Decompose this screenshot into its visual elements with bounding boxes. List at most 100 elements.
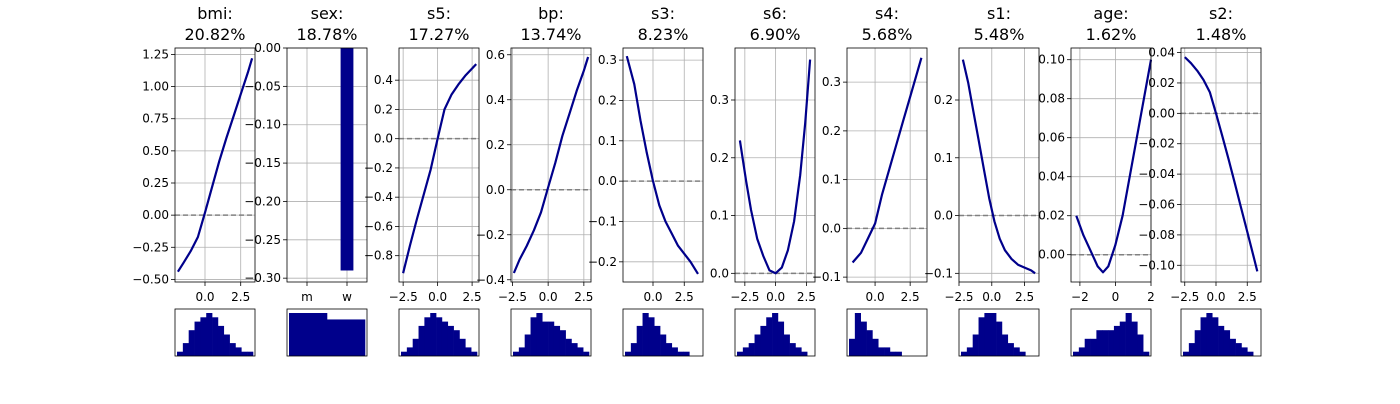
panel-title-importance: 13.74% <box>520 25 581 44</box>
histogram-frame <box>1180 308 1262 357</box>
histogram-bar <box>518 347 525 356</box>
histogram-bar <box>327 319 366 356</box>
plot-frame <box>174 47 256 283</box>
x-tick-label: −2.5 <box>730 290 759 304</box>
y-tick-label: 0.4 <box>374 73 393 87</box>
histogram-bar <box>559 330 566 356</box>
histogram-bar <box>754 334 761 356</box>
y-tick-label: 0.1 <box>934 151 953 165</box>
y-tick-label: 0.75 <box>142 112 169 126</box>
dependence-curve-bp <box>512 56 590 274</box>
y-tick-label: −0.05 <box>244 79 281 93</box>
y-tick-label: 0.00 <box>142 208 169 222</box>
histogram-bar <box>1078 347 1085 356</box>
histogram-bar <box>789 343 796 356</box>
histogram-bar <box>895 351 902 356</box>
histogram-bar <box>412 338 419 356</box>
histogram-bar <box>212 317 219 356</box>
histogram-bar <box>542 321 549 356</box>
histogram-bar <box>1194 330 1201 356</box>
y-tick-label: −0.2 <box>364 161 393 175</box>
histogram-bar <box>1206 313 1213 356</box>
histogram-bar <box>1013 347 1020 356</box>
y-tick-label: 0.3 <box>598 53 617 67</box>
x-tick-label: 2.5 <box>1238 290 1257 304</box>
histogram-bar <box>1200 317 1207 356</box>
histogram-bar <box>665 343 673 356</box>
histogram-bar <box>1096 330 1103 356</box>
y-tick-label: −0.10 <box>1138 258 1175 272</box>
y-tick-label: −0.04 <box>1138 167 1175 181</box>
histogram-frame <box>174 308 256 357</box>
panel-title-feature: age: <box>1093 4 1128 23</box>
histogram-bar <box>459 338 466 356</box>
x-tick-label: 2.5 <box>574 290 593 304</box>
plot-frame <box>1180 47 1262 283</box>
histogram-frame <box>510 308 592 357</box>
histogram-bar <box>996 321 1003 356</box>
panel-title-feature: s6: <box>763 4 787 23</box>
y-tick-label: 0.10 <box>1038 53 1065 67</box>
histogram-bar <box>289 313 328 356</box>
y-tick-label: 0.04 <box>1148 46 1175 60</box>
x-tick-label: 2.5 <box>231 290 250 304</box>
histogram-bar <box>783 334 790 356</box>
panel-title-feature: bmi: <box>197 4 233 23</box>
x-tick-label: −2.5 <box>498 290 527 304</box>
x-tick-label: 2.5 <box>1015 290 1034 304</box>
histogram-bar <box>860 321 867 356</box>
panel-title-importance: 20.82% <box>184 25 245 44</box>
histogram-bar <box>683 351 690 356</box>
panel-title-feature: s2: <box>1209 4 1233 23</box>
histogram-bar <box>247 351 254 356</box>
histogram-bar <box>206 313 213 356</box>
histogram-bar <box>1084 338 1091 356</box>
histogram-bar <box>536 313 543 356</box>
y-tick-label: 0.2 <box>486 138 505 152</box>
y-tick-label: 0.0 <box>374 132 393 146</box>
y-tick-label: 0.06 <box>1038 131 1065 145</box>
histogram-bar <box>961 351 968 356</box>
y-tick-label: 0.3 <box>822 75 841 89</box>
y-tick-label: −0.1 <box>812 270 841 284</box>
histogram-bar <box>1001 334 1009 356</box>
histogram-bar <box>990 313 997 356</box>
histogram-bar <box>1241 347 1248 356</box>
x-tick-label: 0.0 <box>766 290 785 304</box>
histogram-bar <box>978 317 985 356</box>
histogram-bar <box>1125 313 1132 356</box>
histogram-bar <box>553 325 561 356</box>
histogram-bar <box>984 313 991 356</box>
y-tick-label: 0.50 <box>142 144 169 158</box>
histogram-bar <box>642 313 649 356</box>
histogram-bar <box>200 317 207 356</box>
histogram-bar <box>1007 343 1014 356</box>
histogram-bar <box>235 347 242 356</box>
x-tick-label: 0.0 <box>539 290 558 304</box>
dependence-curve-s6 <box>738 59 812 275</box>
histogram-bar <box>1212 317 1219 356</box>
plot-frame <box>510 47 592 283</box>
dependence-curve-age <box>1075 59 1153 274</box>
y-tick-label: −0.1 <box>588 214 617 228</box>
x-tick-label: −2.5 <box>944 290 973 304</box>
histogram-bar <box>1137 334 1144 356</box>
histogram-bar <box>424 317 431 356</box>
histogram-bar <box>889 351 897 356</box>
histogram-bar <box>1108 330 1115 356</box>
y-tick-label: −0.2 <box>588 255 617 269</box>
histogram-bar <box>441 321 449 356</box>
plot-frame <box>622 47 704 283</box>
y-tick-label: 0.2 <box>822 124 841 138</box>
histogram-bar <box>1102 330 1109 356</box>
bar-w <box>340 48 354 271</box>
histogram-bar <box>188 330 195 356</box>
histogram-bar <box>1119 321 1126 356</box>
panel-title-importance: 1.62% <box>1086 25 1137 44</box>
panel-title-feature: s3: <box>651 4 675 23</box>
panel-title-importance: 1.48% <box>1196 25 1247 44</box>
histogram-bar <box>1073 351 1080 356</box>
histogram-bar <box>1183 351 1190 356</box>
y-tick-label: −0.10 <box>244 118 281 132</box>
